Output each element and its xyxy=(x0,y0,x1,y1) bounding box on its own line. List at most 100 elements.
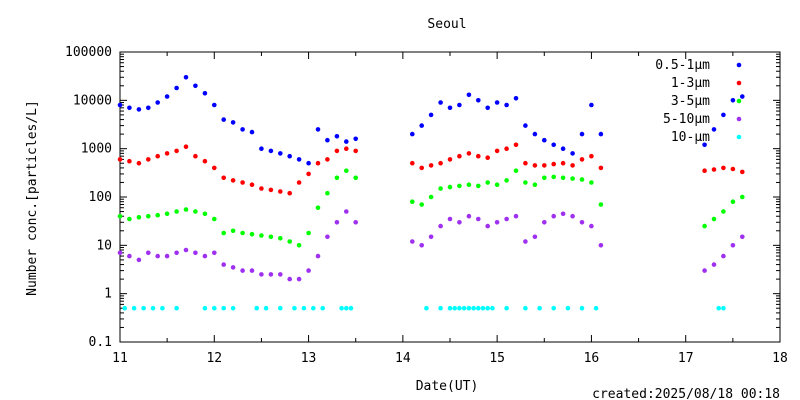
data-point xyxy=(353,175,359,181)
data-point xyxy=(457,102,462,108)
data-point xyxy=(570,151,575,156)
data-point xyxy=(348,305,354,311)
data-point xyxy=(136,107,142,112)
data-point xyxy=(513,142,519,148)
data-point xyxy=(259,186,264,191)
data-point xyxy=(579,305,585,311)
data-point xyxy=(287,239,293,244)
data-point xyxy=(466,92,472,98)
data-point xyxy=(221,305,226,311)
data-point xyxy=(560,175,566,181)
data-point xyxy=(334,220,340,225)
data-point xyxy=(424,305,429,311)
data-point xyxy=(301,305,307,311)
data-point xyxy=(532,182,538,187)
data-point xyxy=(447,105,453,111)
data-point xyxy=(410,131,415,137)
data-point xyxy=(466,305,472,311)
data-point xyxy=(249,268,255,273)
data-point xyxy=(230,305,236,311)
data-point xyxy=(589,180,594,185)
data-point xyxy=(212,165,217,171)
data-point xyxy=(485,180,491,185)
x-tick-label: 17 xyxy=(678,351,694,366)
data-point xyxy=(428,112,434,118)
data-point xyxy=(136,160,142,166)
data-point xyxy=(523,239,528,244)
data-point xyxy=(306,160,311,166)
data-point xyxy=(202,158,208,164)
data-point xyxy=(542,220,547,225)
data-point xyxy=(702,142,707,148)
data-point xyxy=(259,146,264,151)
data-point xyxy=(278,272,283,277)
data-point xyxy=(117,213,123,219)
data-point xyxy=(570,163,575,168)
data-point xyxy=(570,213,575,219)
series-5 xyxy=(122,305,726,311)
data-point xyxy=(240,230,245,236)
data-point xyxy=(730,166,736,172)
data-point xyxy=(315,253,321,259)
data-point xyxy=(150,305,156,311)
data-point xyxy=(494,100,500,105)
data-point xyxy=(711,262,717,267)
data-point xyxy=(193,153,198,159)
legend-label: 1-3μm xyxy=(671,76,710,91)
y-tick-label: 10000 xyxy=(73,93,112,108)
data-point xyxy=(164,151,170,156)
data-point xyxy=(702,268,707,273)
data-point xyxy=(212,216,217,222)
legend-marker xyxy=(736,80,742,86)
data-point xyxy=(485,223,491,229)
data-point xyxy=(410,160,415,166)
data-point xyxy=(174,209,179,214)
data-point xyxy=(721,305,726,311)
data-point xyxy=(296,243,302,248)
data-point xyxy=(593,305,599,311)
data-point xyxy=(438,223,443,229)
data-point xyxy=(344,139,349,144)
data-point xyxy=(721,165,726,171)
data-point xyxy=(287,190,293,196)
data-point xyxy=(589,102,594,108)
data-point xyxy=(202,211,208,217)
data-point xyxy=(278,151,283,156)
data-point xyxy=(457,153,462,159)
data-point xyxy=(221,117,226,122)
data-point xyxy=(560,211,566,217)
data-point xyxy=(711,127,717,132)
data-point xyxy=(155,212,160,218)
data-point xyxy=(174,250,179,256)
data-point xyxy=(560,146,566,151)
data-point xyxy=(263,305,269,311)
data-point xyxy=(551,161,556,167)
data-point xyxy=(466,182,472,187)
legend-label: 0.5-1μm xyxy=(655,58,710,73)
data-point xyxy=(485,155,491,160)
x-tick-label: 11 xyxy=(112,351,128,366)
y-tick-label: 100000 xyxy=(65,45,112,60)
data-point xyxy=(127,253,132,259)
data-point xyxy=(230,228,236,234)
data-point xyxy=(740,169,745,175)
data-point xyxy=(183,207,189,212)
data-point xyxy=(494,182,500,187)
data-point xyxy=(268,148,274,154)
data-point xyxy=(315,160,321,166)
data-point xyxy=(721,253,726,259)
data-point xyxy=(598,131,604,137)
data-point xyxy=(504,305,509,311)
data-point xyxy=(212,102,217,108)
data-point xyxy=(315,127,321,132)
y-tick-label: 100 xyxy=(89,190,112,205)
data-point xyxy=(457,305,462,311)
data-point xyxy=(523,160,528,166)
data-point xyxy=(551,305,556,311)
x-axis-label: Date(UT) xyxy=(416,379,479,394)
data-point xyxy=(164,253,170,259)
data-point xyxy=(711,167,717,172)
x-tick-label: 18 xyxy=(772,351,788,366)
data-point xyxy=(320,305,326,311)
